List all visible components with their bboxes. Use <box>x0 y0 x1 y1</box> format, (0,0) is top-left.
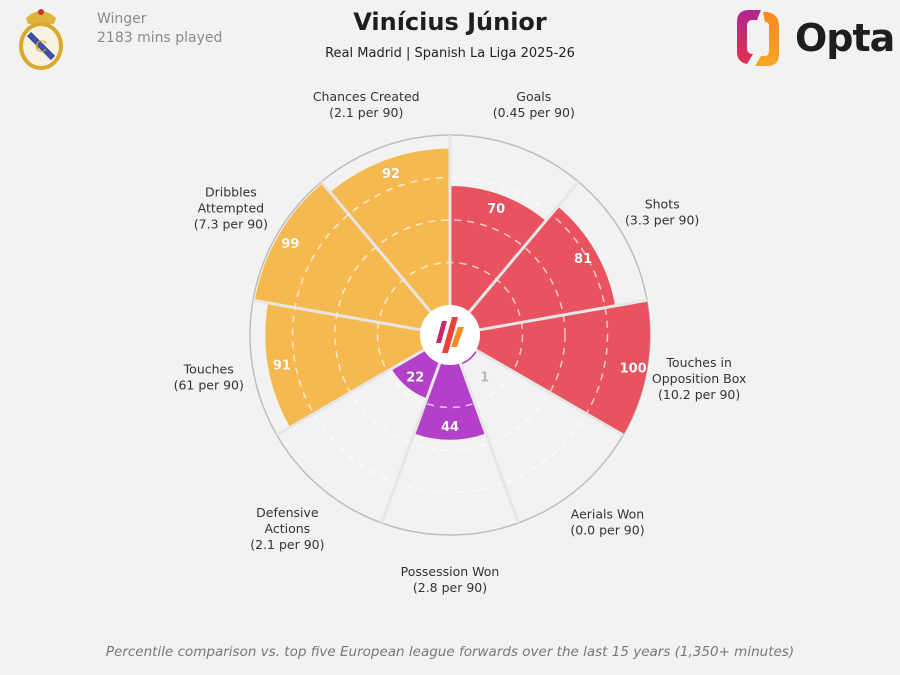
slice-divider <box>380 362 442 524</box>
minutes-played: 2183 mins played <box>97 30 223 46</box>
category-label-2: (10.2 per 90) <box>658 387 740 402</box>
category-label-6: (61 per 90) <box>174 378 244 393</box>
slice-divider <box>468 180 580 313</box>
opta-wordmark: Opta <box>795 16 895 60</box>
subtitle: Real Madrid | Spanish La Liga 2025-26 <box>325 46 575 61</box>
wedge-1 <box>469 206 616 330</box>
wedge-2 <box>475 300 650 435</box>
category-label-3: Aerials Won <box>571 507 644 522</box>
value-label-0: 70 <box>487 202 505 217</box>
category-label-2: Touches in <box>665 355 731 370</box>
value-label-7: 99 <box>281 237 299 252</box>
category-label-7: Attempted <box>198 201 264 216</box>
value-label-1: 81 <box>574 252 592 267</box>
value-label-6: 91 <box>273 359 291 374</box>
wedge-0 <box>450 186 546 313</box>
slice-divider <box>475 348 624 437</box>
category-label-0: (0.45 per 90) <box>493 105 575 120</box>
player-name: Vinícius Júnior <box>353 8 547 36</box>
slice-divider <box>320 180 432 313</box>
category-label-5: (2.1 per 90) <box>250 537 324 552</box>
center-logo-bar <box>442 317 458 353</box>
footnote: Percentile comparison vs. top five Europ… <box>105 644 795 660</box>
club-crest-logo: C <box>19 9 63 70</box>
opta-logo: Opta <box>733 6 895 70</box>
category-label-3: (0.0 per 90) <box>570 523 644 538</box>
category-label-8: (2.1 per 90) <box>329 105 403 120</box>
category-label-4: (2.8 per 90) <box>413 580 487 595</box>
category-label-1: (3.3 per 90) <box>625 213 699 228</box>
wedge-4 <box>414 363 486 440</box>
center-logo-bar <box>451 327 464 347</box>
player-position: Winger <box>97 11 147 27</box>
player-info: Winger 2183 mins played <box>97 10 222 48</box>
svg-text:C: C <box>35 37 47 56</box>
value-label-2: 100 <box>620 361 647 376</box>
wedge-8 <box>330 148 450 313</box>
value-label-8: 92 <box>382 167 400 182</box>
category-label-7: (7.3 per 90) <box>194 217 268 232</box>
opta-mark-icon <box>737 10 779 66</box>
value-label-3: 1 <box>480 370 489 385</box>
category-label-2: Opposition Box <box>652 371 747 386</box>
slice-divider <box>458 362 520 524</box>
category-label-4: Possession Won <box>401 564 500 579</box>
category-label-5: Actions <box>265 521 311 536</box>
gridline-50 <box>334 219 566 451</box>
value-label-4: 44 <box>441 420 459 435</box>
slice-divider <box>252 298 421 332</box>
category-label-0: Goals <box>516 89 551 104</box>
slice-divider <box>479 298 648 332</box>
category-label-6: Touches <box>183 362 234 377</box>
category-label-8: Chances Created <box>313 89 420 104</box>
slice-divider <box>276 348 425 437</box>
category-label-7: Dribbles <box>205 185 257 200</box>
category-label-5: Defensive <box>256 505 319 520</box>
value-label-5: 22 <box>406 370 424 385</box>
category-label-1: Shots <box>645 197 680 212</box>
center-logo-bar <box>436 321 447 343</box>
